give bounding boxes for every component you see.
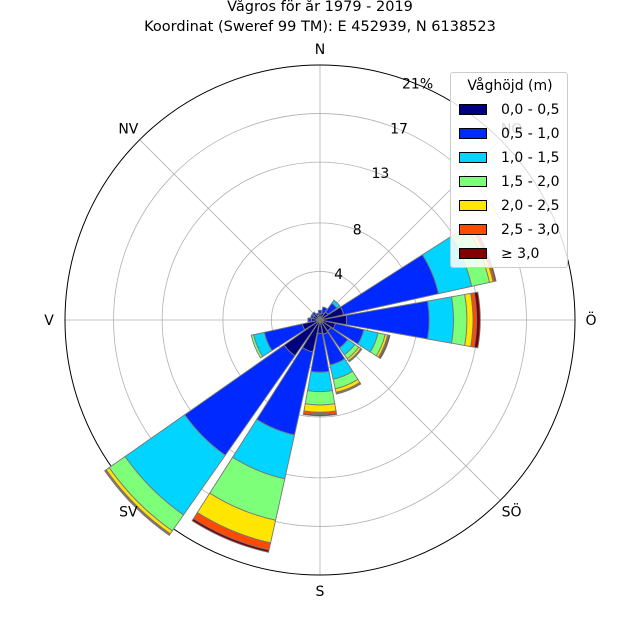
legend-swatch — [459, 200, 487, 211]
direction-label: Ö — [585, 311, 596, 329]
direction-label: SV — [119, 505, 138, 521]
chart-subtitle: Koordinat (Sweref 99 TM): E 452939, N 61… — [144, 19, 496, 35]
legend-swatch — [459, 248, 487, 259]
legend-item: 1,0 - 1,5 — [459, 149, 567, 167]
legend-item: 0,0 - 0,5 — [459, 101, 567, 119]
polar-frame — [64, 64, 576, 576]
legend-item: 0,5 - 1,0 — [459, 125, 567, 143]
direction-label: S — [316, 584, 325, 600]
legend-label: ≥ 3,0 — [501, 246, 540, 262]
legend-swatch — [459, 104, 487, 115]
legend-swatch — [459, 152, 487, 163]
legend-label: 2,5 - 3,0 — [501, 222, 560, 238]
sector-bar — [451, 293, 468, 347]
legend-label: 1,0 - 1,5 — [501, 150, 560, 166]
direction-label: SÖ — [502, 503, 522, 521]
legend-label: 2,0 - 2,5 — [501, 198, 560, 214]
sector-bar — [250, 334, 264, 359]
sector-bar — [473, 291, 481, 349]
sector-bar — [302, 412, 338, 417]
legend-item: 1,5 - 2,0 — [459, 173, 567, 191]
sector-bar — [315, 312, 320, 317]
sector-bar — [321, 306, 328, 315]
legend-label: 1,5 - 2,0 — [501, 174, 560, 190]
radial-tick-label: 4 — [334, 267, 343, 283]
sector-bar — [307, 317, 313, 323]
radial-tick-label: 21% — [402, 76, 433, 92]
direction-label: NV — [118, 121, 138, 137]
radial-tick-label: 8 — [353, 222, 362, 238]
legend: Våghöjd (m) 0,0 - 0,5 0,5 - 1,0 1,0 - 1,… — [450, 72, 568, 268]
legend-item: 2,0 - 2,5 — [459, 197, 567, 215]
legend-item: 2,5 - 3,0 — [459, 221, 567, 239]
chart-title: Vågros för år 1979 - 2019 — [227, 0, 413, 15]
direction-label: N — [315, 42, 325, 58]
legend-swatch — [459, 224, 487, 235]
sector-bar — [378, 334, 391, 360]
sector-bar — [307, 370, 333, 393]
sector-bar — [303, 403, 337, 413]
sector-bar — [427, 296, 454, 344]
legend-label: 0,5 - 1,0 — [501, 126, 560, 142]
radial-tick-label: 13 — [371, 166, 389, 182]
sector-bar — [348, 348, 363, 363]
sector-bar — [304, 390, 336, 406]
legend-item: ≥ 3,0 — [459, 245, 567, 263]
grid-spoke — [139, 139, 321, 321]
sector-bar — [311, 311, 317, 317]
legend-title: Våghöjd (m) — [467, 78, 553, 94]
radial-tick-label: 17 — [390, 121, 408, 137]
direction-label: V — [44, 313, 54, 329]
legend-swatch — [459, 176, 487, 187]
sector-bars — [104, 222, 497, 553]
legend-swatch — [459, 128, 487, 139]
legend-label: 0,0 - 0,5 — [501, 102, 560, 118]
sector-bar — [104, 469, 171, 536]
sector-bar — [331, 299, 341, 309]
sector-bar — [335, 382, 362, 395]
sector-bar — [191, 518, 270, 553]
